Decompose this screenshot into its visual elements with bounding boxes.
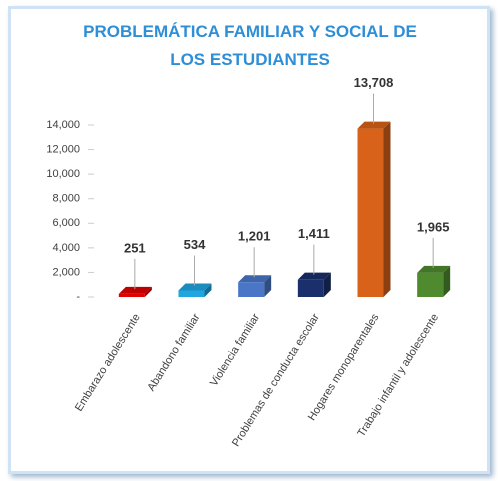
bar-side: [323, 272, 331, 297]
bar-side: [204, 283, 212, 297]
y-tick-label: 8,000: [52, 193, 80, 205]
x-tick-label: Embarazo adolescente: [73, 312, 143, 414]
bar-top: [118, 286, 152, 294]
bar-top: [357, 121, 391, 129]
bar: [238, 275, 272, 297]
bar-top: [238, 275, 272, 283]
value-label: 1,411: [298, 226, 330, 241]
y-tick-label: 4,000: [52, 242, 80, 254]
y-tick-label: 2,000: [52, 266, 80, 278]
value-label: 13,708: [354, 75, 394, 90]
bar-front: [118, 293, 145, 297]
y-tick-label: 6,000: [52, 217, 80, 229]
value-label: 1,201: [238, 229, 271, 244]
chart-title: PROBLEMÁTICA FAMILIAR Y SOCIAL DE LOS ES…: [83, 22, 417, 69]
bar: [297, 272, 331, 297]
value-label: 1,965: [417, 219, 450, 234]
bar-side: [443, 265, 451, 297]
chart-frame: [8, 6, 490, 474]
bar-top: [417, 265, 451, 273]
x-tick-label: Abandono familiar: [145, 311, 202, 393]
y-tick-label: 14,000: [46, 119, 80, 131]
y-tick-label: -: [76, 291, 80, 303]
x-tick-label: Hogares monoparentales: [306, 311, 382, 423]
value-label: 251: [124, 240, 146, 255]
y-tick-label: 12,000: [46, 143, 80, 155]
bar-side: [144, 286, 152, 297]
bar: [357, 121, 391, 297]
bar-front: [238, 282, 265, 297]
x-tick-label: Violencia familiar: [208, 311, 262, 388]
bar-side: [383, 121, 391, 297]
bar: [118, 286, 152, 297]
bar: [178, 283, 212, 297]
y-tick-label: 10,000: [46, 168, 80, 180]
bar-front: [417, 272, 444, 297]
bar-front: [178, 290, 205, 297]
bar-front: [357, 128, 384, 297]
bar: [417, 265, 451, 297]
value-label: 534: [184, 237, 206, 252]
bar-front: [297, 279, 324, 297]
bar-side: [264, 275, 272, 297]
bar-top: [178, 283, 212, 291]
bar-top: [297, 272, 331, 280]
